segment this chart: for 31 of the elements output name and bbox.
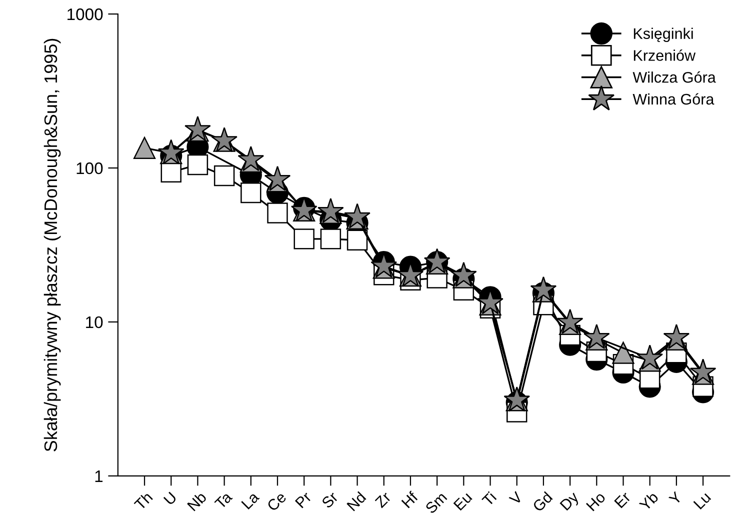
x-tick-label: Zr xyxy=(374,491,392,508)
x-tick-label: U xyxy=(163,492,178,506)
y-tick-label: 1 xyxy=(95,470,103,482)
x-tick-label: Dy xyxy=(560,490,582,513)
x-tick-label: Ho xyxy=(586,491,606,512)
x-tick-label: Hf xyxy=(400,490,419,508)
legend-label: Krzeniów xyxy=(634,49,696,61)
y-tick-label: 1000 xyxy=(68,8,103,20)
x-tick-label: Yb xyxy=(638,490,659,512)
x-tick-label: Ta xyxy=(214,490,233,510)
x-tick-label: Gd xyxy=(532,491,553,512)
x-tick-label: Nb xyxy=(186,490,208,512)
x-tick-label: Sm xyxy=(424,492,448,514)
x-tick-label: Ce xyxy=(266,491,287,512)
x-tick-label: Sr xyxy=(321,490,339,509)
y-tick-label: 100 xyxy=(76,162,103,174)
x-tick-label: Pr xyxy=(294,491,312,508)
x-tick-label: Th xyxy=(133,491,153,511)
x-tick-label: Ti xyxy=(481,491,497,507)
legend-label: Księginki xyxy=(634,28,693,42)
legend-label: Winna Góra xyxy=(632,93,714,105)
x-tick-label: Eu xyxy=(453,492,472,511)
x-tick-label: Y xyxy=(668,491,683,506)
x-tick-label: Er xyxy=(614,491,632,508)
x-tick-label: V xyxy=(508,490,524,506)
legend-label: Wilcza Góra xyxy=(632,71,716,83)
y-axis-title: Skała/prymitywny płaszcz (McDonough&Sun, 1995) xyxy=(44,38,61,452)
x-tick-label: La xyxy=(241,490,260,510)
y-tick-label: 10 xyxy=(86,316,103,328)
x-tick-label: Nd xyxy=(346,491,366,512)
x-tick-label: Lu xyxy=(693,492,712,510)
